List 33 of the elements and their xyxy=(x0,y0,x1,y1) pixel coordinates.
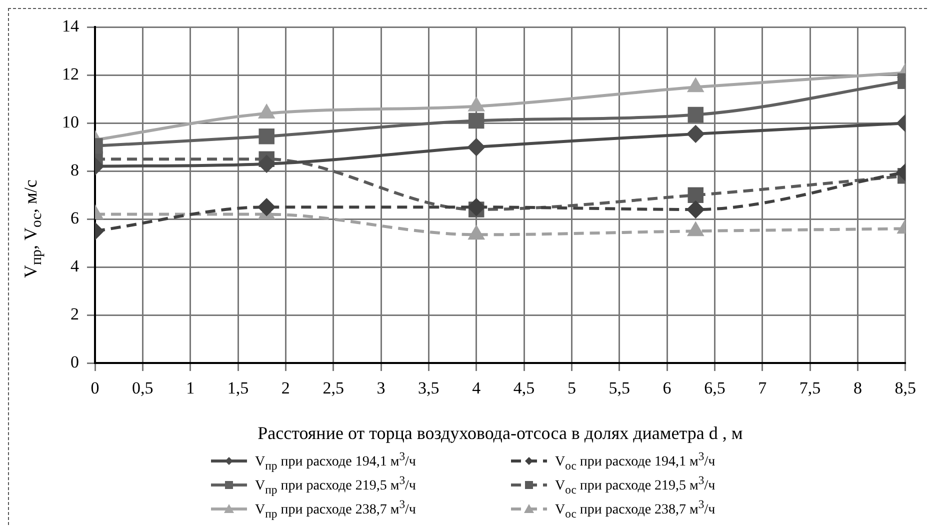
x-tick-label: 1,5 xyxy=(227,378,249,398)
x-tick-label: 6,5 xyxy=(704,378,726,398)
x-axis-title: Расстояние от торца воздуховода-отсоса в долях диаметра d , м xyxy=(258,422,743,443)
x-tick-label: 6 xyxy=(662,378,672,398)
y-tick-label: 6 xyxy=(70,208,79,228)
x-tick-label: 7 xyxy=(758,378,768,398)
x-tick-label: 8 xyxy=(853,378,862,398)
x-tick-label: 0,5 xyxy=(132,378,154,398)
y-tick-label: 12 xyxy=(62,64,79,84)
x-tick-label: 2,5 xyxy=(322,378,344,398)
y-tick-label: 0 xyxy=(70,352,79,372)
y-tick-label: 2 xyxy=(70,304,79,324)
y-tick-label: 10 xyxy=(62,112,79,132)
x-tick-label: 0 xyxy=(90,378,100,398)
x-tick-label: 2 xyxy=(281,378,290,398)
x-tick-label: 5 xyxy=(567,378,576,398)
legend-label: V$_{пр}$ при расходе 219,5 м$^{3}$/ч xyxy=(255,474,416,496)
y-tick-label: 14 xyxy=(62,16,80,36)
x-tick-label: 4,5 xyxy=(513,378,535,398)
x-tick-label: 8,5 xyxy=(894,378,916,398)
y-tick-label: 4 xyxy=(70,256,80,276)
x-tick-label: 3 xyxy=(376,378,386,398)
x-tick-label: 3,5 xyxy=(418,378,440,398)
x-tick-label: 4 xyxy=(472,378,482,398)
x-tick-label: 5,5 xyxy=(608,378,630,398)
legend-label: V$_{ос}$ при расходе 219,5 м$^{3}$/ч xyxy=(555,474,716,496)
legend-label: V$_{ос}$ при расходе 194,1 м$^{3}$/ч xyxy=(555,450,716,472)
legend-label: V$_{пр}$ при расходе 194,1 м$^{3}$/ч xyxy=(255,450,416,472)
x-tick-label: 1 xyxy=(186,378,195,398)
legend-label: V$_{пр}$ при расходе 238,7 м$^{3}$/ч xyxy=(255,498,416,520)
legend-label: V$_{ос}$ при расходе 238,7 м$^{3}$/ч xyxy=(555,498,716,520)
y-tick-label: 8 xyxy=(70,160,79,180)
x-tick-label: 7,5 xyxy=(799,378,821,398)
